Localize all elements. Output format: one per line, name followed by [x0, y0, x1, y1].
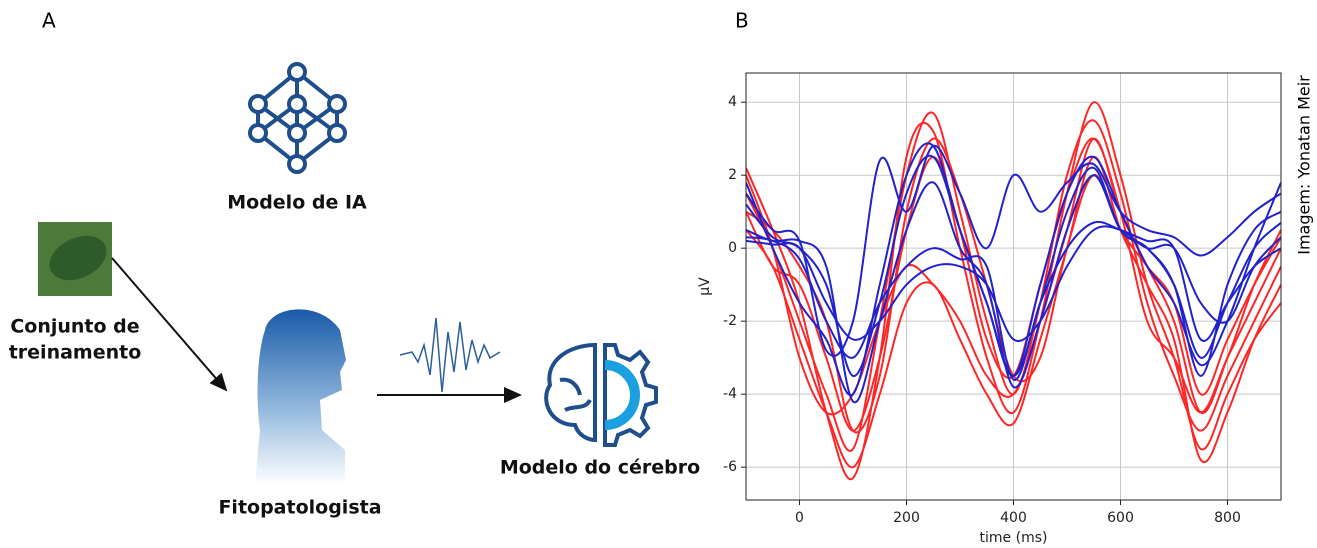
y-tick-label: -4	[723, 386, 737, 402]
x-tick-label: 800	[1214, 510, 1241, 526]
head-image	[255, 309, 346, 485]
line	[746, 155, 1281, 469]
line	[746, 144, 1281, 357]
pathologist-label: Fitopatologista	[218, 497, 381, 519]
line	[746, 154, 1281, 377]
network-icon	[248, 62, 347, 174]
leaf	[49, 235, 107, 281]
plot: -6 -4 -2 0 2 4 0 200 400 600 800 time (ms) μV	[697, 72, 1282, 546]
panel-label: A	[42, 9, 56, 33]
line	[746, 220, 1281, 381]
brain-gear-icon	[544, 342, 658, 447]
waveform	[399, 317, 501, 393]
y-tick-label: 0	[728, 240, 737, 256]
credit: Imagem: Yonatan Meir	[1295, 75, 1314, 255]
training-set-label: Conjunto de	[10, 316, 139, 338]
x-tick-label: 0	[795, 510, 804, 526]
y-tick-label: 4	[728, 94, 737, 110]
x-tick-label: 200	[893, 510, 920, 526]
line	[746, 174, 1281, 404]
y-tick-label: -6	[723, 459, 737, 475]
x-tick-label: 400	[1000, 510, 1027, 526]
y-tick-label: -2	[723, 313, 737, 329]
x-axis-label: time (ms)	[980, 530, 1048, 546]
line	[746, 111, 1281, 452]
x-tick-label: 600	[1107, 510, 1134, 526]
arrow	[111, 257, 228, 392]
y-tick-label: 2	[728, 167, 737, 183]
y-axis-label: μV	[697, 277, 713, 296]
training-set-label: treinamento	[9, 342, 142, 364]
brain-model-label: Modelo do cérebro	[500, 457, 700, 479]
panel-label: B	[735, 9, 749, 33]
line	[746, 101, 1281, 481]
line	[746, 225, 1281, 342]
plot-frame	[745, 72, 1282, 501]
ai-model-label: Modelo de IA	[227, 192, 367, 214]
